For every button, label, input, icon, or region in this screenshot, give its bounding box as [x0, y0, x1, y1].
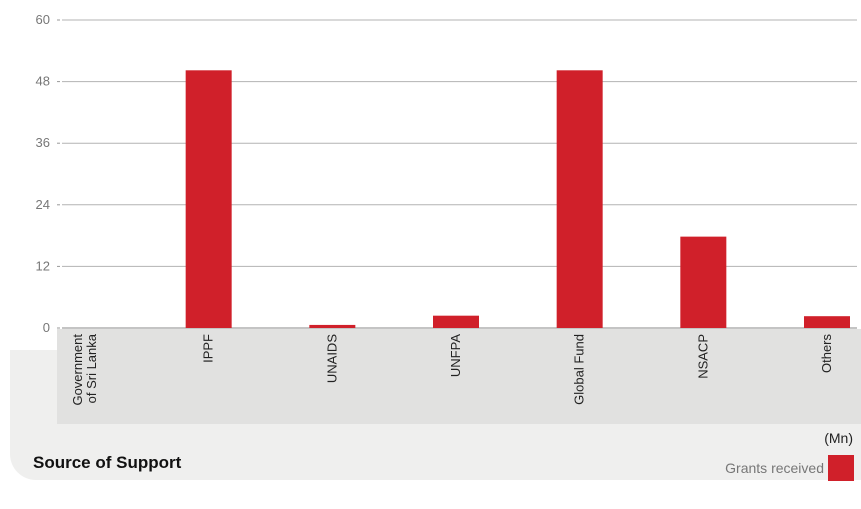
category-label: Governmentof Sri Lanka	[70, 333, 99, 405]
category-label-strip	[57, 329, 861, 424]
category-label: UNFPA	[448, 334, 463, 377]
y-tick-label: 24	[36, 197, 50, 212]
y-tick-48: 48	[36, 74, 857, 89]
category-label: NSACP	[695, 334, 710, 379]
y-tick-label: 36	[36, 135, 50, 150]
y-tick-24: 24	[36, 197, 857, 212]
legend-label: Grants received	[725, 460, 824, 476]
y-tick-12: 12	[36, 258, 857, 273]
bar-global-fund	[556, 70, 603, 328]
bar-unfpa	[433, 315, 479, 328]
units-label: (Mn)	[824, 430, 853, 446]
category-label: Global Fund	[572, 334, 587, 405]
y-tick-label: 60	[36, 12, 50, 27]
y-tick-60: 60	[36, 12, 857, 27]
bar-others	[804, 316, 850, 328]
category-label: IPPF	[201, 334, 216, 363]
category-label: UNAIDS	[324, 334, 339, 383]
y-tick-label: 48	[36, 74, 50, 89]
bar-nsacp	[680, 236, 727, 328]
y-tick-label: 12	[36, 258, 50, 273]
bar-ippf	[185, 70, 232, 328]
bars	[185, 70, 850, 328]
y-tick-36: 36	[36, 135, 857, 150]
gridlines: 0 12 24 36 48 60	[36, 12, 857, 335]
x-axis-title: Source of Support	[33, 453, 182, 472]
category-label: Others	[819, 334, 834, 374]
bar-unaids	[309, 324, 356, 328]
category-labels: Governmentof Sri Lanka IPPF UNAIDS UNFPA Glo…	[70, 333, 834, 405]
legend-swatch	[828, 455, 854, 481]
y-tick-label: 0	[43, 320, 50, 335]
legend: Grants received	[725, 455, 854, 481]
